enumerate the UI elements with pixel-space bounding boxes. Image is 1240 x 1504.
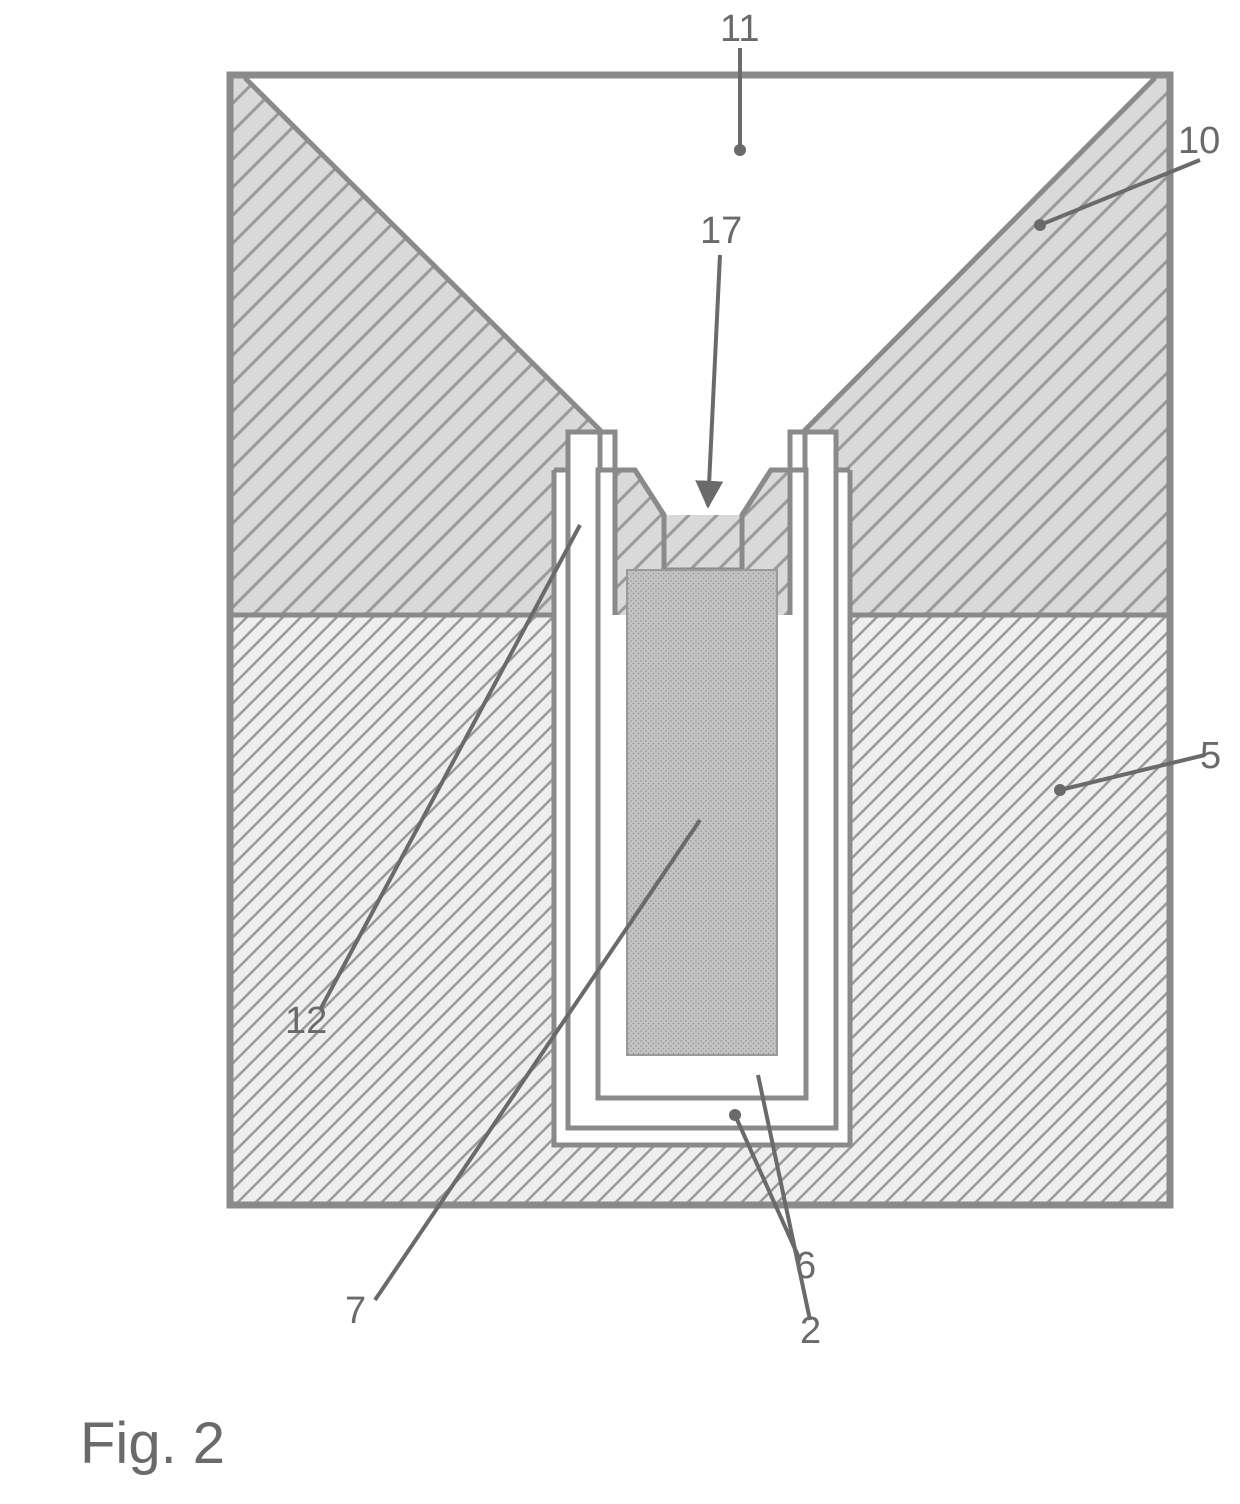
label-17: 17 xyxy=(700,210,742,253)
label-7: 7 xyxy=(345,1290,366,1333)
sample-7 xyxy=(627,570,777,1055)
figure-container: 10 11 5 6 2 7 12 17 Fig. 2 xyxy=(0,0,1240,1504)
label-2: 2 xyxy=(800,1310,821,1353)
label-10: 10 xyxy=(1178,120,1220,163)
region-10 xyxy=(230,75,1170,615)
label-11: 11 xyxy=(720,8,759,51)
diagram-svg xyxy=(0,0,1240,1504)
label-12: 12 xyxy=(285,1000,327,1043)
leader-17 xyxy=(708,255,720,506)
figure-caption: Fig. 2 xyxy=(80,1410,225,1477)
label-6: 6 xyxy=(795,1245,816,1288)
label-5: 5 xyxy=(1200,735,1221,778)
